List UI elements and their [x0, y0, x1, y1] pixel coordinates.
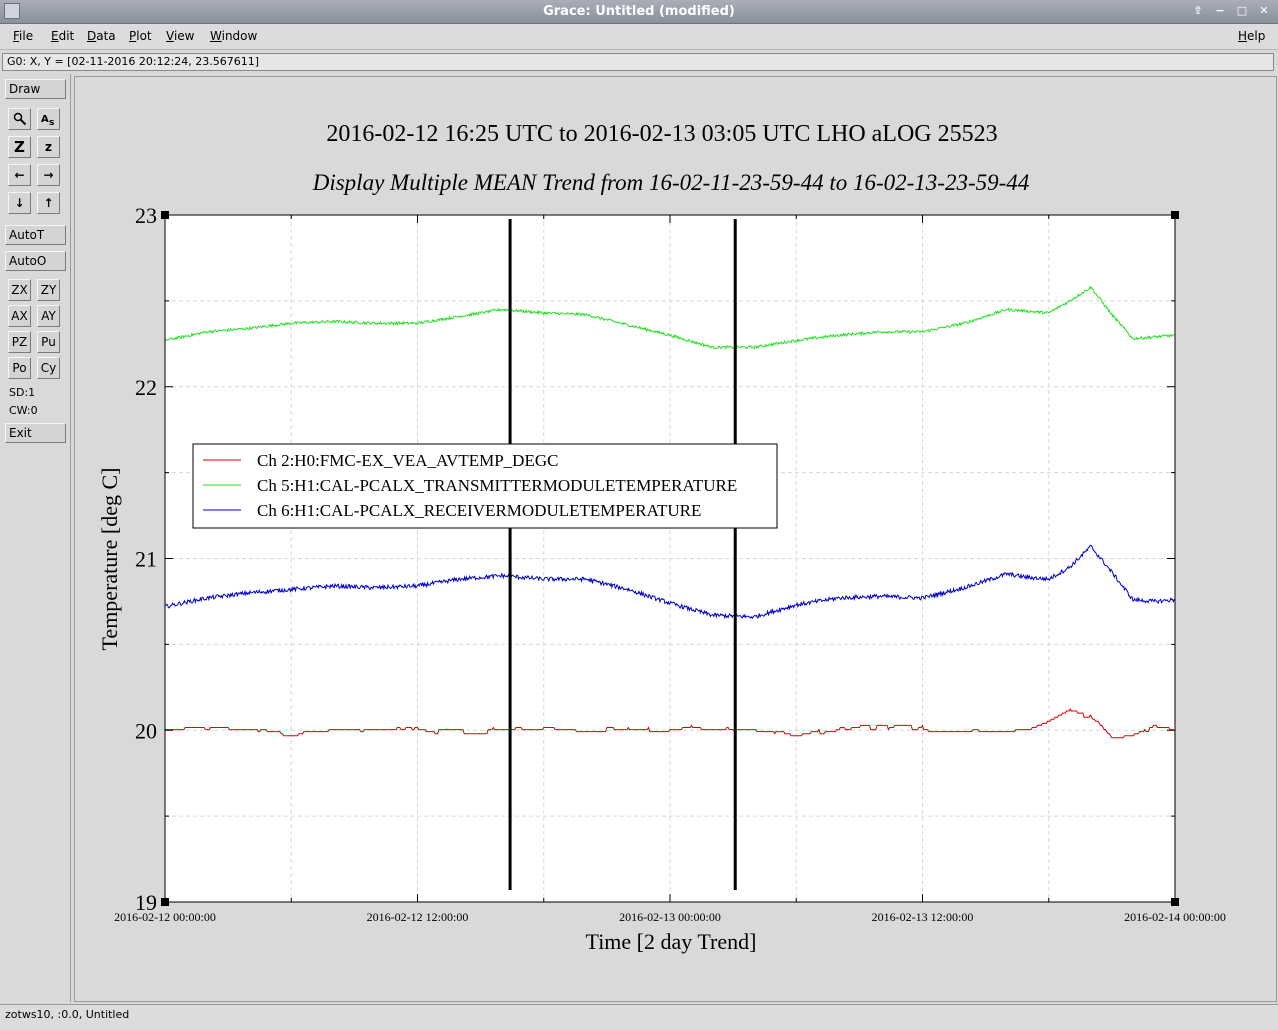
series-line-3 — [164, 544, 1176, 620]
y-axis: 19 20 21 22 23 — [135, 203, 1175, 915]
plot-canvas[interactable]: 19 20 21 22 23 2016-02-12 00:00:00 2016-02-12… — [74, 76, 1277, 1002]
chart-title: 2016-02-12 16:25 UTC to 2016-02-13 03:05… — [326, 121, 997, 147]
x-axis-label: Time [2 day Trend] — [586, 929, 757, 954]
x-tick-label: 2016-02-12 12:00:00 — [367, 910, 469, 924]
y-tick-label: 23 — [135, 203, 157, 228]
series-line-2 — [164, 285, 1176, 350]
scroll-down-button[interactable]: ↓ — [8, 192, 31, 214]
exit-button[interactable]: Exit — [5, 423, 66, 443]
legend-box — [192, 443, 778, 529]
series-layer — [164, 285, 1176, 739]
y-tick-label: 21 — [135, 547, 157, 572]
menu-file[interactable]: File — [13, 29, 34, 43]
svg-text:A: A — [41, 114, 49, 125]
y-tick-label: 20 — [135, 718, 157, 743]
marker-lines — [508, 219, 737, 890]
statusbar: zotws10, :0.0, Untitled — [0, 1004, 1278, 1030]
y-tick-label: 22 — [135, 375, 157, 400]
pu-button[interactable]: Pu — [37, 331, 60, 353]
locator-readout: G0: X, Y = [02-11-2016 20:12:24, 23.5676… — [2, 53, 1274, 71]
app-icon[interactable] — [4, 3, 20, 19]
draw-button[interactable]: Draw — [5, 79, 66, 99]
ax-button[interactable]: AX — [8, 305, 31, 327]
zoom-z-big-button[interactable]: Z — [8, 136, 31, 158]
chart-subtitle: Display Multiple MEAN Trend from 16-02-1… — [312, 170, 1030, 195]
legend-label-ch2: Ch 2:H0:FMC-EX_VEA_AVTEMP_DEGC — [257, 451, 558, 470]
x-tick-label: 2016-02-14 00:00:00 — [1124, 910, 1226, 924]
zx-button[interactable]: ZX — [8, 279, 31, 301]
x-tick-label: 2016-02-12 00:00:00 — [114, 910, 216, 924]
x-tick-label: 2016-02-13 00:00:00 — [619, 910, 721, 924]
maximize-icon[interactable]: □ — [1236, 4, 1248, 17]
menu-help[interactable]: Help — [1238, 29, 1266, 43]
sd-label: SD:1 — [9, 386, 36, 399]
scroll-left-button[interactable]: ← — [8, 164, 31, 186]
cy-button[interactable]: Cy — [37, 357, 60, 379]
scroll-right-button[interactable]: → — [37, 164, 60, 186]
x-tick-label: 2016-02-13 12:00:00 — [872, 910, 974, 924]
close-icon[interactable]: ✕ — [1259, 4, 1269, 17]
zy-button[interactable]: ZY — [37, 279, 60, 301]
menu-plot[interactable]: Plot — [129, 29, 152, 43]
y-axis-label: Temperature [deg C] — [97, 468, 122, 651]
menu-data[interactable]: Data — [87, 29, 116, 43]
menu-view[interactable]: View — [166, 29, 195, 43]
minimize-icon[interactable]: − — [1215, 4, 1225, 17]
scroll-up-button[interactable]: ↑ — [37, 192, 60, 214]
magnifier-icon — [13, 112, 26, 126]
series-line-1 — [165, 708, 1174, 739]
window-title: Grace: Untitled (modified) — [543, 4, 735, 19]
zoom-z-small-button[interactable]: z — [37, 136, 60, 158]
autot-button[interactable]: AutoT — [5, 225, 66, 245]
window-titlebar: Grace: Untitled (modified) ⇧ − □ ✕ — [0, 0, 1278, 24]
pz-button[interactable]: PZ — [8, 331, 31, 353]
zoom-button[interactable] — [8, 108, 31, 130]
ay-button[interactable]: AY — [37, 305, 60, 327]
cw-label: CW:0 — [9, 404, 38, 417]
menu-window[interactable]: Window — [210, 29, 258, 43]
shade-icon[interactable]: ⇧ — [1193, 4, 1203, 17]
y-tick-label: 19 — [135, 890, 157, 915]
legend-label-ch5: Ch 5:H1:CAL-PCALX_TRANSMITTERMODULETEMPE… — [257, 476, 737, 495]
grid — [165, 215, 1175, 902]
svg-text:s: s — [49, 118, 54, 126]
legend-label-ch6: Ch 6:H1:CAL-PCALX_RECEIVERMODULETEMPERAT… — [257, 501, 701, 520]
autoo-button[interactable]: AutoO — [5, 251, 66, 271]
x-axis: 2016-02-12 00:00:00 2016-02-12 12:00:00 20… — [114, 215, 1226, 924]
po-button[interactable]: Po — [8, 357, 31, 379]
legend[interactable]: Ch 2:H0:FMC-EX_VEA_AVTEMP_DEGC Ch 5:H1:C… — [192, 443, 778, 529]
menu-edit[interactable]: Edit — [51, 29, 75, 43]
menubar: File Edit Data Plot View Window Help — [0, 24, 1278, 50]
